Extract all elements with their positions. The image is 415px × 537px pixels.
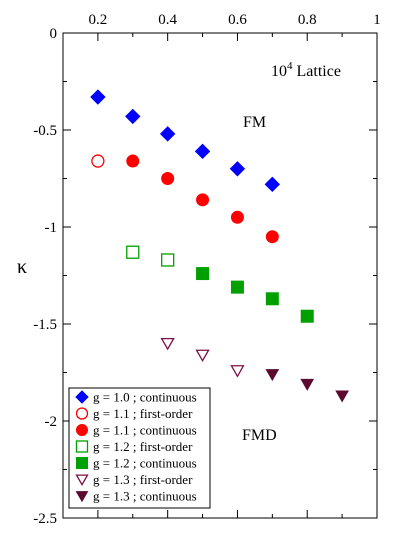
data-point: [161, 253, 175, 267]
legend-marker: [75, 407, 89, 420]
legend-marker: [75, 390, 89, 404]
lattice-annotation: 104 Lattice: [271, 60, 341, 80]
x-axis-ticks: 0.2 0.4 0.6 0.8 1: [62, 12, 381, 518]
y-tick-label: -1.5: [33, 317, 57, 333]
data-point: [300, 378, 315, 391]
legend-marker: [76, 424, 88, 436]
y-tick-label: -1: [45, 220, 58, 236]
data-points: [90, 89, 349, 403]
legend-marker: [75, 474, 89, 487]
data-point: [159, 126, 176, 142]
data-point: [195, 349, 210, 363]
legend-marker: [75, 440, 89, 453]
data-point: [300, 309, 314, 323]
y-axis-ticks: 0 -0.5 -1 -1.5 -2 -2.5: [33, 26, 377, 527]
x-tick-label: 0.4: [158, 12, 177, 28]
legend-label: g = 1.1 ; continuous: [93, 423, 197, 438]
fm-region-label: FM: [243, 114, 266, 131]
data-point: [125, 108, 141, 125]
data-point: [335, 390, 349, 403]
data-point: [126, 245, 140, 259]
y-tick-label: 0: [50, 26, 58, 42]
fmd-region-label: FMD: [242, 427, 277, 444]
x-tick-label: 1: [373, 12, 381, 28]
data-point: [265, 292, 279, 306]
y-tick-label: -2: [45, 414, 58, 430]
legend-label: g = 1.2 ; first-order: [93, 439, 193, 454]
legend-label: g = 1.3 ; continuous: [93, 489, 197, 504]
data-point: [194, 143, 211, 160]
legend-marker: [75, 491, 89, 503]
legend-box: [68, 387, 211, 509]
lattice-base: 10: [271, 63, 287, 80]
lattice-word: Lattice: [293, 63, 341, 80]
x-tick-label: 0.6: [228, 12, 247, 28]
legend-label: g = 1.0 ; continuous: [93, 390, 197, 405]
legend-label: g = 1.1 ; first-order: [93, 406, 193, 421]
legend-marker: [76, 457, 88, 469]
data-point: [230, 280, 244, 294]
data-point: [196, 193, 210, 207]
legend-label: g = 1.2 ; continuous: [93, 456, 197, 471]
x-tick-label: 0.8: [298, 12, 317, 28]
y-tick-label: -2.5: [33, 511, 57, 527]
legend-label: g = 1.3 ; first-order: [93, 472, 193, 487]
y-axis-label: κ: [17, 256, 27, 278]
data-point: [230, 210, 244, 224]
data-point: [230, 365, 245, 378]
data-point: [161, 172, 175, 185]
x-tick-label: 0.2: [89, 12, 108, 28]
data-point: [265, 369, 280, 382]
data-point: [126, 154, 140, 168]
data-point: [265, 230, 279, 244]
data-point: [90, 89, 106, 105]
data-point: [160, 337, 175, 351]
data-point: [91, 154, 105, 168]
data-point: [229, 161, 246, 177]
y-tick-label: -0.5: [33, 123, 57, 139]
data-point: [264, 176, 281, 193]
lattice-exponent: 4: [287, 60, 293, 72]
data-point: [196, 267, 210, 281]
